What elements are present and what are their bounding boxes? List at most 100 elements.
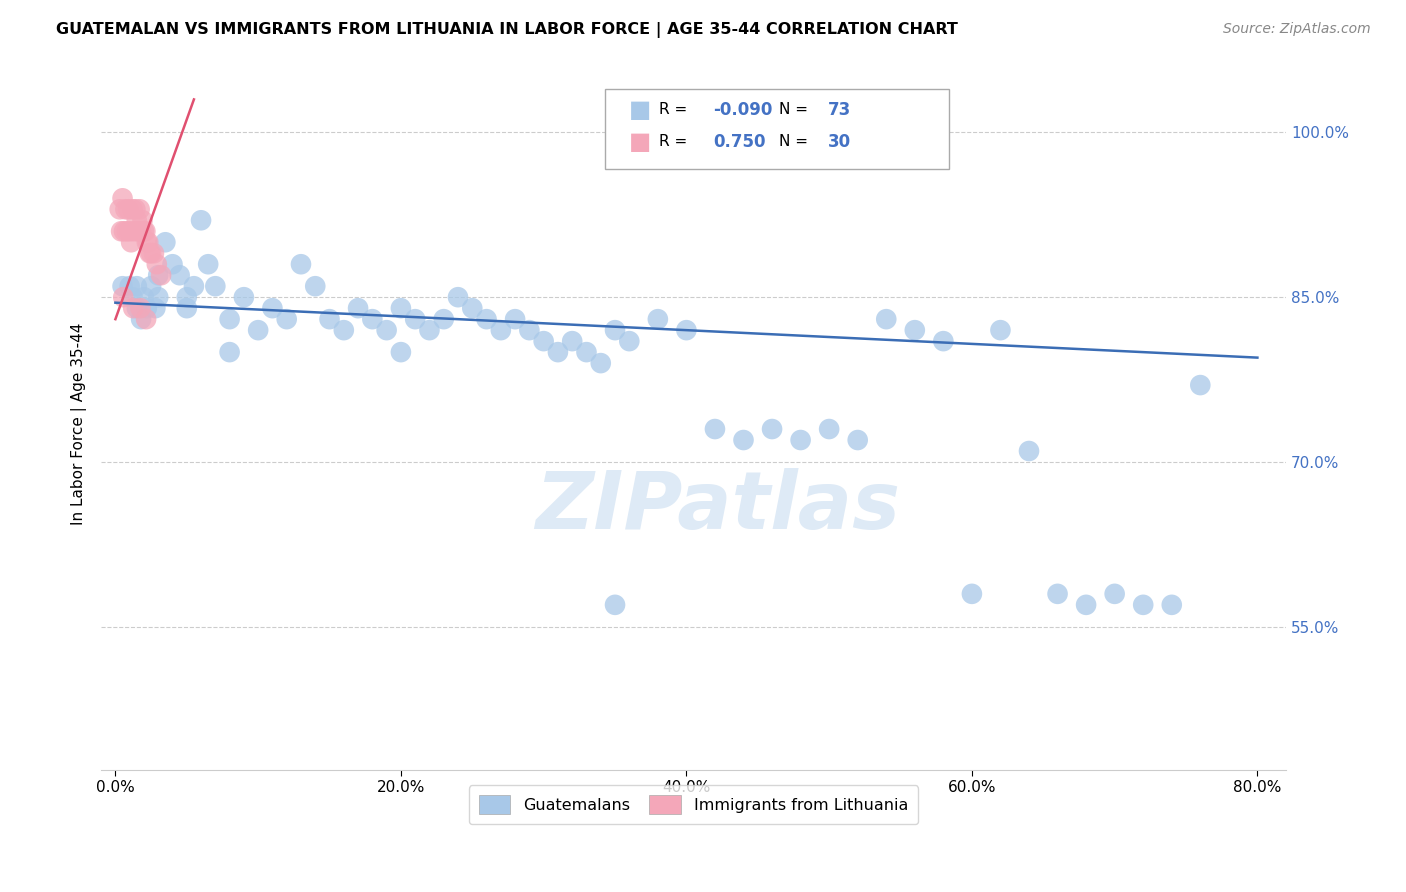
Point <box>404 312 426 326</box>
Point <box>132 224 155 238</box>
Point <box>433 312 456 326</box>
Point <box>575 345 598 359</box>
Point <box>619 334 641 348</box>
Point <box>704 422 727 436</box>
Point <box>112 290 135 304</box>
Legend: Guatemalans, Immigrants from Lithuania: Guatemalans, Immigrants from Lithuania <box>470 785 918 824</box>
Point <box>127 224 149 238</box>
Point <box>125 213 148 227</box>
Point <box>589 356 612 370</box>
Point <box>129 312 152 326</box>
Point <box>111 191 134 205</box>
Point <box>361 312 384 326</box>
Point <box>139 246 162 260</box>
Point <box>304 279 326 293</box>
Point <box>139 279 162 293</box>
Point <box>547 345 569 359</box>
Point <box>603 598 626 612</box>
Point <box>489 323 512 337</box>
Point <box>375 323 398 337</box>
Point <box>136 235 159 250</box>
Point <box>733 433 755 447</box>
Point <box>675 323 697 337</box>
Text: ■: ■ <box>628 130 651 153</box>
Point <box>318 312 340 326</box>
Point <box>603 323 626 337</box>
Point <box>148 290 170 304</box>
Point <box>122 301 145 315</box>
Point <box>932 334 955 348</box>
Point <box>247 323 270 337</box>
Point <box>155 235 177 250</box>
Text: N =: N = <box>779 135 813 149</box>
Point <box>148 268 170 283</box>
Point <box>135 235 157 250</box>
Point <box>111 279 134 293</box>
Point <box>129 224 152 238</box>
Point <box>447 290 470 304</box>
Point <box>176 301 198 315</box>
Text: R =: R = <box>659 103 693 117</box>
Point <box>418 323 440 337</box>
Text: GUATEMALAN VS IMMIGRANTS FROM LITHUANIA IN LABOR FORCE | AGE 35-44 CORRELATION C: GUATEMALAN VS IMMIGRANTS FROM LITHUANIA … <box>56 22 957 38</box>
Point <box>121 202 143 217</box>
Point <box>232 290 254 304</box>
Point <box>134 224 156 238</box>
Point <box>1104 587 1126 601</box>
Point <box>108 202 131 217</box>
Text: 73: 73 <box>828 101 852 119</box>
Point <box>846 433 869 447</box>
Point <box>276 312 298 326</box>
Point <box>114 202 136 217</box>
Point <box>647 312 669 326</box>
Text: N =: N = <box>779 103 813 117</box>
Point <box>197 257 219 271</box>
Point <box>115 224 138 238</box>
Point <box>118 279 141 293</box>
Point <box>135 301 157 315</box>
Y-axis label: In Labor Force | Age 35-44: In Labor Force | Age 35-44 <box>72 322 87 524</box>
Point <box>333 323 356 337</box>
Point <box>132 290 155 304</box>
Point <box>290 257 312 271</box>
Point <box>519 323 541 337</box>
Point <box>347 301 370 315</box>
Point <box>169 268 191 283</box>
Point <box>125 279 148 293</box>
Point <box>129 301 152 315</box>
Point <box>1160 598 1182 612</box>
Point <box>1132 598 1154 612</box>
Text: 0.750: 0.750 <box>713 133 765 151</box>
Text: 30: 30 <box>828 133 851 151</box>
Point <box>110 224 132 238</box>
Point <box>146 257 169 271</box>
Point <box>475 312 498 326</box>
Point <box>117 202 139 217</box>
Point <box>1046 587 1069 601</box>
Point <box>120 235 142 250</box>
Point <box>190 213 212 227</box>
Point <box>990 323 1012 337</box>
Point <box>389 301 412 315</box>
Text: R =: R = <box>659 135 693 149</box>
Point <box>118 224 141 238</box>
Point <box>131 213 153 227</box>
Point <box>218 312 240 326</box>
Point <box>904 323 927 337</box>
Point <box>761 422 783 436</box>
Point <box>533 334 555 348</box>
Point <box>112 224 135 238</box>
Point <box>138 246 160 260</box>
Point <box>1074 598 1097 612</box>
Text: Source: ZipAtlas.com: Source: ZipAtlas.com <box>1223 22 1371 37</box>
Point <box>145 301 167 315</box>
Point <box>262 301 284 315</box>
Point <box>204 279 226 293</box>
Point <box>122 224 145 238</box>
Point <box>183 279 205 293</box>
Point <box>461 301 484 315</box>
Point <box>121 290 143 304</box>
Point <box>135 312 157 326</box>
Point <box>1189 378 1212 392</box>
Point <box>1018 444 1040 458</box>
